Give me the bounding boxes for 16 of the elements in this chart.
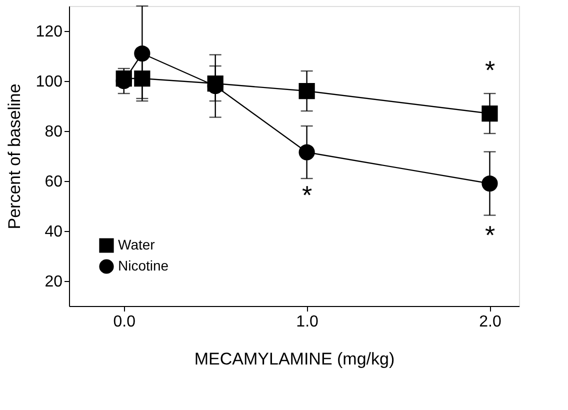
x-tick-label: 1.0 <box>296 314 319 330</box>
y-tick-label: 120 <box>36 24 63 40</box>
y-tick-label: 20 <box>44 274 63 290</box>
annotation: * <box>484 55 496 85</box>
legend-label: Water <box>118 236 156 252</box>
x-tick-label: 2.0 <box>479 314 502 330</box>
x-axis-title: MECAMYLAMINE (mg/kg) <box>194 350 395 368</box>
y-axis-title: Percent of baseline <box>4 84 24 230</box>
y-tick-label: 60 <box>44 174 63 190</box>
y-tick-label: 80 <box>44 124 63 140</box>
legend-label: Nicotine <box>118 258 169 274</box>
y-tick-label: 40 <box>44 224 63 240</box>
x-tick-label: 0.0 <box>113 314 136 330</box>
annotation: * <box>484 220 496 250</box>
annotation: * <box>302 180 312 210</box>
y-tick-label: 100 <box>36 74 63 90</box>
